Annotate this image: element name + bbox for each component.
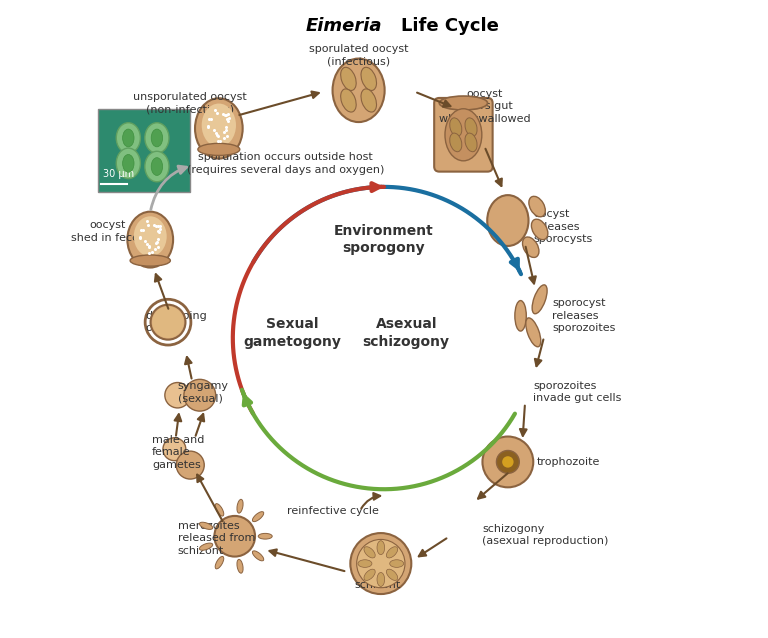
Text: sporulation occurs outside host
(requires several days and oxygen): sporulation occurs outside host (require… <box>187 152 384 175</box>
Ellipse shape <box>465 133 477 152</box>
Ellipse shape <box>450 133 462 152</box>
Text: Environment
sporogony: Environment sporogony <box>334 224 434 255</box>
Text: 30 µm: 30 µm <box>103 169 134 179</box>
Circle shape <box>152 306 184 338</box>
Ellipse shape <box>531 219 548 240</box>
Ellipse shape <box>377 540 385 554</box>
Ellipse shape <box>361 67 376 91</box>
Ellipse shape <box>258 533 272 539</box>
Ellipse shape <box>526 318 541 347</box>
Ellipse shape <box>358 560 372 567</box>
Ellipse shape <box>151 129 163 147</box>
Ellipse shape <box>200 523 213 530</box>
Ellipse shape <box>123 129 134 147</box>
Ellipse shape <box>389 560 404 567</box>
Text: oocyst
shed in feces: oocyst shed in feces <box>71 220 144 242</box>
FancyBboxPatch shape <box>434 98 492 172</box>
Ellipse shape <box>364 569 376 581</box>
Ellipse shape <box>377 572 385 586</box>
Circle shape <box>482 436 533 487</box>
Ellipse shape <box>450 118 462 137</box>
Ellipse shape <box>123 154 134 172</box>
Ellipse shape <box>515 300 526 331</box>
Text: sporulated oocyst
(infectious): sporulated oocyst (infectious) <box>309 44 409 66</box>
Ellipse shape <box>116 148 141 179</box>
Ellipse shape <box>445 108 482 161</box>
Ellipse shape <box>215 556 223 569</box>
Text: schizont: schizont <box>355 579 401 590</box>
Ellipse shape <box>145 151 169 182</box>
Ellipse shape <box>200 543 213 550</box>
Text: trophozoite: trophozoite <box>537 457 600 467</box>
Ellipse shape <box>465 118 477 137</box>
Ellipse shape <box>333 59 385 122</box>
Ellipse shape <box>116 122 141 153</box>
Ellipse shape <box>202 103 236 147</box>
Circle shape <box>163 438 186 461</box>
Text: unsporulated oocyst
(non-infectious): unsporulated oocyst (non-infectious) <box>134 92 247 114</box>
Ellipse shape <box>151 305 186 339</box>
Circle shape <box>350 533 412 594</box>
Circle shape <box>356 539 405 588</box>
Ellipse shape <box>134 216 167 256</box>
Circle shape <box>496 450 519 473</box>
Ellipse shape <box>198 144 240 156</box>
Circle shape <box>177 451 204 479</box>
Circle shape <box>214 516 255 556</box>
Text: Eimeria: Eimeria <box>306 17 382 35</box>
Circle shape <box>165 383 190 408</box>
Text: sporozoites
invade gut cells: sporozoites invade gut cells <box>533 381 621 403</box>
Ellipse shape <box>127 212 173 267</box>
Text: Life Cycle: Life Cycle <box>401 17 499 35</box>
Ellipse shape <box>386 547 398 558</box>
Ellipse shape <box>195 98 243 159</box>
Text: oocyst
releases
sporocysts: oocyst releases sporocysts <box>533 209 593 244</box>
Ellipse shape <box>341 67 356 91</box>
Text: Asexual
schizogony: Asexual schizogony <box>362 317 450 348</box>
Text: schizogony
(asexual reproduction): schizogony (asexual reproduction) <box>482 524 609 546</box>
Ellipse shape <box>341 89 356 112</box>
Ellipse shape <box>237 500 243 513</box>
Ellipse shape <box>151 158 163 175</box>
Ellipse shape <box>253 551 263 561</box>
Ellipse shape <box>532 285 547 314</box>
Circle shape <box>184 380 216 411</box>
Ellipse shape <box>487 195 528 246</box>
Ellipse shape <box>215 503 223 516</box>
Ellipse shape <box>253 512 263 522</box>
Circle shape <box>502 456 514 468</box>
Text: oocyst
enters gut
when swallowed: oocyst enters gut when swallowed <box>439 89 530 124</box>
Ellipse shape <box>361 89 376 112</box>
Text: reinfective cycle: reinfective cycle <box>287 506 379 516</box>
Ellipse shape <box>386 569 398 581</box>
Text: syngamy
(sexual): syngamy (sexual) <box>177 381 229 403</box>
Ellipse shape <box>529 197 545 217</box>
Ellipse shape <box>130 255 170 266</box>
Text: developing
oocyst: developing oocyst <box>146 311 207 334</box>
Ellipse shape <box>237 560 243 573</box>
Ellipse shape <box>364 547 376 558</box>
FancyBboxPatch shape <box>98 109 190 192</box>
Ellipse shape <box>145 122 169 153</box>
Ellipse shape <box>522 237 539 258</box>
Text: Sexual
gametogony: Sexual gametogony <box>243 317 341 348</box>
Text: male and
female
gametes: male and female gametes <box>152 435 204 470</box>
Text: sporocyst
releases
sporozoites: sporocyst releases sporozoites <box>552 299 616 333</box>
Ellipse shape <box>439 96 488 110</box>
Text: merozoites
released from
schizont: merozoites released from schizont <box>177 521 255 556</box>
